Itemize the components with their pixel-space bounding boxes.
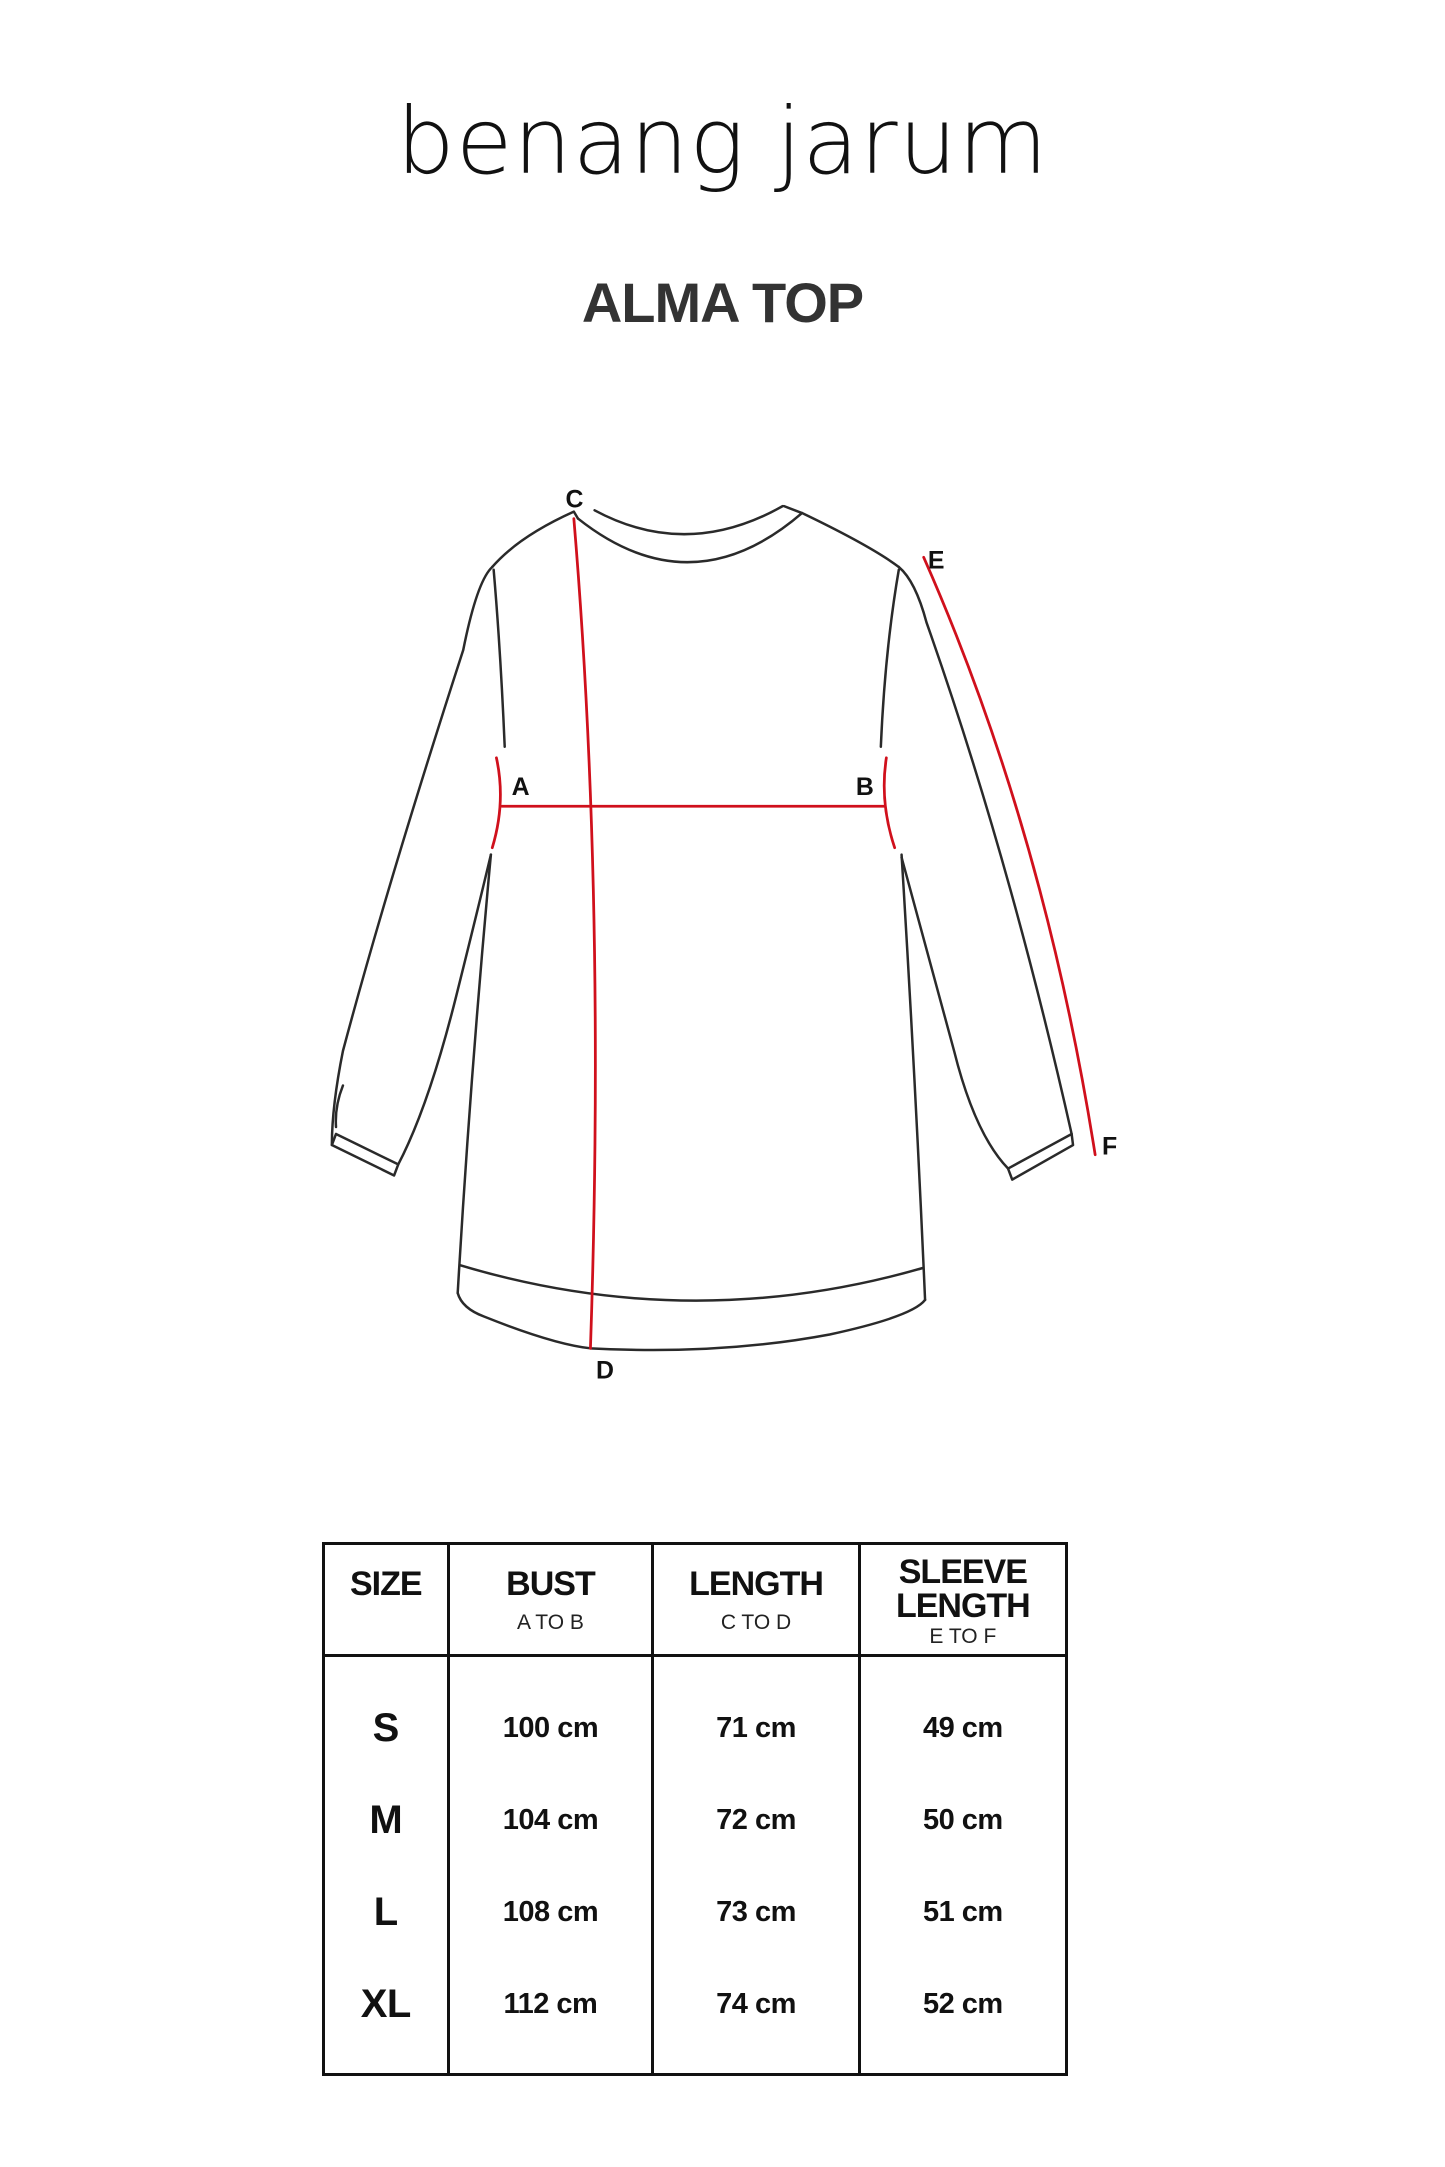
header-bust: BUST A TO B bbox=[446, 1543, 653, 1656]
measure-line-c-d bbox=[572, 517, 597, 1350]
body-right-lower bbox=[900, 853, 927, 1302]
label-a: A bbox=[512, 773, 530, 801]
header-bust-sub: A TO B bbox=[516, 1611, 584, 1634]
table-row: L 108 cm 73 cm 51 cm bbox=[324, 1866, 1067, 1958]
header-sleeve-length: SLEEVE LENGTH E TO F bbox=[857, 1543, 1067, 1656]
cell-size: L bbox=[373, 1889, 398, 1934]
brand-logo: benang jarum bbox=[396, 88, 1049, 195]
cell-size: M bbox=[369, 1797, 403, 1842]
measure-bust-right-arc bbox=[882, 756, 897, 850]
collar-inner bbox=[593, 504, 784, 536]
body-right-upper bbox=[879, 568, 901, 749]
cell-size: S bbox=[372, 1705, 400, 1750]
table-row: S 100 cm 71 cm 49 cm bbox=[324, 1682, 1067, 1774]
cell-size: XL bbox=[360, 1981, 412, 2026]
header-length-sub: C TO D bbox=[720, 1611, 792, 1634]
right-sleeve-outer bbox=[897, 565, 1073, 1136]
left-sleeve-outer bbox=[330, 565, 494, 1147]
table-header-row: SIZE BUST A TO B LENGTH C TO D SLEEVE LENGT… bbox=[323, 1543, 1067, 1656]
header-length-title: LENGTH bbox=[689, 1565, 824, 1603]
label-c: C bbox=[566, 486, 584, 514]
cell-bust: 100 cm bbox=[446, 1682, 653, 1774]
body-left-lower bbox=[456, 853, 493, 1295]
left-cuff bbox=[330, 1132, 400, 1177]
cell-sleeve: 49 cm bbox=[857, 1682, 1067, 1774]
label-e: E bbox=[928, 546, 945, 574]
body-left-upper bbox=[492, 568, 506, 749]
cell-bust: 108 cm bbox=[446, 1866, 653, 1958]
label-b: B bbox=[856, 773, 874, 801]
label-f: F bbox=[1102, 1133, 1117, 1161]
measure-bust-left-arc bbox=[490, 756, 502, 850]
hem bbox=[456, 1291, 927, 1352]
cell-bust: 104 cm bbox=[446, 1774, 653, 1866]
header-size: SIZE bbox=[324, 1544, 449, 1656]
header-sleeve-sub: E TO F bbox=[929, 1625, 997, 1648]
header-bust-title: BUST bbox=[506, 1565, 596, 1603]
measure-line-e-f bbox=[922, 555, 1097, 1157]
cell-length: 73 cm bbox=[651, 1866, 860, 1958]
cell-length: 74 cm bbox=[651, 1958, 860, 2050]
header-sleeve-title-line1: SLEEVE bbox=[898, 1553, 1028, 1591]
right-cuff bbox=[1006, 1132, 1075, 1181]
cell-sleeve: 50 cm bbox=[857, 1774, 1067, 1866]
cell-sleeve: 52 cm bbox=[857, 1958, 1067, 2050]
cell-sleeve: 51 cm bbox=[857, 1866, 1067, 1958]
size-chart-table: SIZE BUST A TO B LENGTH C TO D SLEEVE LENGT… bbox=[322, 1542, 1068, 2076]
right-shoulder bbox=[782, 504, 901, 569]
left-sleeve-inner bbox=[334, 853, 493, 1166]
table-row: M 104 cm 72 cm 50 cm bbox=[324, 1774, 1067, 1866]
table-row: XL 112 cm 74 cm 52 cm bbox=[324, 1958, 1067, 2050]
header-length: LENGTH C TO D bbox=[651, 1543, 860, 1656]
cell-length: 72 cm bbox=[651, 1774, 860, 1866]
header-sleeve-title-line2: LENGTH bbox=[895, 1587, 1031, 1625]
right-sleeve-inner bbox=[900, 856, 1010, 1170]
left-shoulder bbox=[491, 510, 580, 569]
cell-length: 71 cm bbox=[651, 1682, 860, 1774]
label-d: D bbox=[596, 1357, 614, 1385]
hem-band bbox=[459, 1264, 924, 1302]
header-size-title: SIZE bbox=[349, 1565, 423, 1603]
cell-bust: 112 cm bbox=[446, 1958, 653, 2050]
collar-outer bbox=[576, 511, 804, 564]
page-title: ALMA TOP bbox=[581, 271, 864, 334]
